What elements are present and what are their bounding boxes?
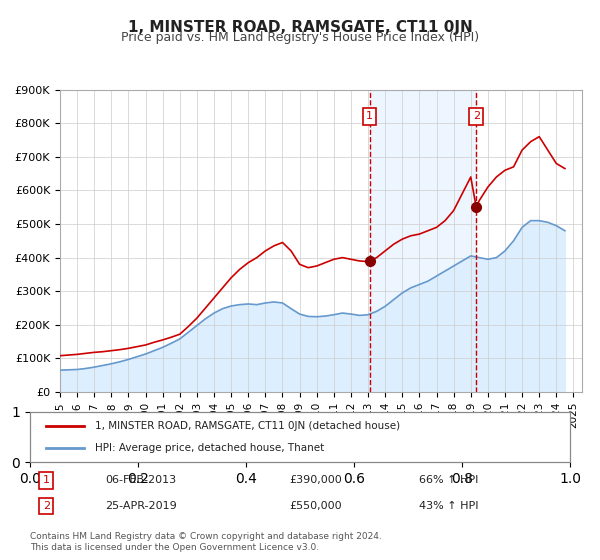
Text: Contains HM Land Registry data © Crown copyright and database right 2024.
This d: Contains HM Land Registry data © Crown c… — [30, 532, 382, 552]
Text: HPI: Average price, detached house, Thanet: HPI: Average price, detached house, Than… — [95, 443, 324, 453]
Text: 25-APR-2019: 25-APR-2019 — [106, 501, 178, 511]
Text: 43% ↑ HPI: 43% ↑ HPI — [419, 501, 478, 511]
Text: 06-FEB-2013: 06-FEB-2013 — [106, 475, 177, 485]
Text: £390,000: £390,000 — [289, 475, 342, 485]
Text: 2: 2 — [473, 111, 480, 122]
Text: 1, MINSTER ROAD, RAMSGATE, CT11 0JN (detached house): 1, MINSTER ROAD, RAMSGATE, CT11 0JN (det… — [95, 421, 400, 431]
Text: 1: 1 — [366, 111, 373, 122]
Text: 2: 2 — [43, 501, 50, 511]
Text: £550,000: £550,000 — [289, 501, 342, 511]
Text: Price paid vs. HM Land Registry's House Price Index (HPI): Price paid vs. HM Land Registry's House … — [121, 31, 479, 44]
Bar — [370, 90, 476, 392]
Text: 66% ↑ HPI: 66% ↑ HPI — [419, 475, 478, 485]
Text: 1: 1 — [43, 475, 50, 485]
Text: 1, MINSTER ROAD, RAMSGATE, CT11 0JN: 1, MINSTER ROAD, RAMSGATE, CT11 0JN — [128, 20, 472, 35]
